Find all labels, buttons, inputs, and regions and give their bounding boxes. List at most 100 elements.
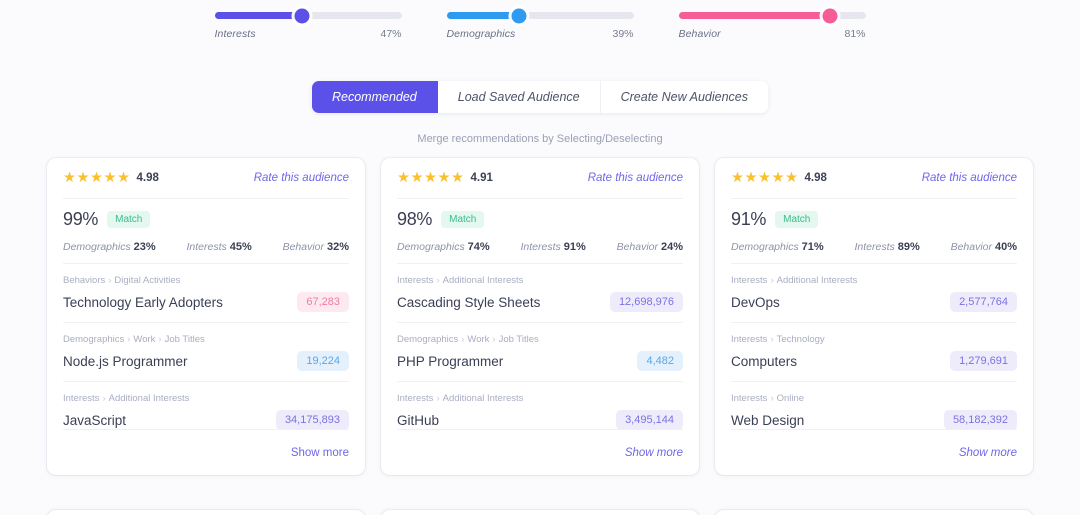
tab-load-saved-audience[interactable]: Load Saved Audience xyxy=(437,81,601,113)
list-item[interactable]: Behaviors › Digital Activities Technology E… xyxy=(63,263,349,322)
breadcrumb-separator: › xyxy=(770,275,774,286)
tab-recommended[interactable]: Recommended xyxy=(311,81,438,113)
list-item[interactable]: Demographics › Work › Job Titles PHP Programm… xyxy=(397,322,683,381)
stat-demographics: Demographics 74% xyxy=(397,241,490,253)
stat-interests: Interests 89% xyxy=(855,241,920,253)
card-footer: Show more xyxy=(63,429,349,475)
breadcrumb-separator: › xyxy=(492,334,496,345)
stat-label: Interests xyxy=(854,241,895,253)
tab-create-new-audiences[interactable]: Create New Audiences xyxy=(600,81,768,113)
show-more-button[interactable]: Show more xyxy=(958,446,1017,459)
audience-card-partial[interactable] xyxy=(47,510,365,515)
audience-card[interactable]: ★★★★★ 4.98 Rate this audience 91% Match Demog… xyxy=(715,158,1033,475)
slider-interests[interactable]: Interests 47% xyxy=(214,8,402,40)
slider-thumb-interests[interactable] xyxy=(294,8,310,23)
slider-fill-interests xyxy=(214,12,303,19)
stat-label: Behavior xyxy=(950,241,993,253)
rating-value: 4.98 xyxy=(136,172,159,184)
breadcrumb-part: Interests xyxy=(731,275,768,286)
rate-audience-link[interactable]: Rate this audience xyxy=(587,172,683,184)
header-divider xyxy=(63,198,349,199)
card-footer: Show more xyxy=(397,429,683,475)
breadcrumb: Interests › Online xyxy=(731,393,1017,404)
audience-size-badge: 1,279,691 xyxy=(950,351,1017,371)
recommendation-list[interactable]: Interests › Additional Interests Cascading … xyxy=(397,263,683,429)
audience-tabs: Recommended Load Saved Audience Create New… xyxy=(311,81,768,113)
match-percent: 99% xyxy=(63,209,99,229)
breadcrumb-part: Interests xyxy=(731,334,768,345)
slider-meta-demographics: Demographics 39% xyxy=(447,28,634,40)
audience-weight-sliders: Interests 47% Demographics 39% Behavior 81% xyxy=(0,0,1080,40)
audience-card-partial[interactable] xyxy=(715,510,1033,515)
next-cards-row xyxy=(0,510,1080,515)
slider-track-behavior[interactable] xyxy=(678,8,866,23)
audience-card[interactable]: ★★★★★ 4.98 Rate this audience 99% Match Demog… xyxy=(47,158,365,475)
breadcrumb-part: Interests xyxy=(397,275,434,286)
slider-demographics[interactable]: Demographics 39% xyxy=(446,8,634,40)
match-stats: Demographics 71% Interests 89% Behavior 40… xyxy=(731,241,1017,263)
breadcrumb-part: Interests xyxy=(63,393,100,404)
breadcrumb-part: Work xyxy=(467,334,490,345)
breadcrumb-part: Interests xyxy=(731,393,768,404)
slider-track-interests[interactable] xyxy=(214,8,402,23)
breadcrumb-part: Interests xyxy=(397,393,434,404)
breadcrumb: Demographics › Work › Job Titles xyxy=(63,334,349,345)
list-item[interactable]: Interests › Technology Computers 1,279,691 xyxy=(731,322,1017,381)
stat-demographics: Demographics 23% xyxy=(63,241,156,253)
merge-hint: Merge recommendations by Selecting/Desel… xyxy=(417,133,663,145)
rating: ★★★★★ 4.98 xyxy=(731,171,827,186)
rating-value: 4.91 xyxy=(470,172,493,184)
stat-label: Interests xyxy=(186,241,227,253)
audience-size-badge: 19,224 xyxy=(297,351,349,371)
breadcrumb-separator: › xyxy=(127,334,131,345)
audience-size-badge: 67,283 xyxy=(297,292,349,312)
stat-behavior: Behavior 40% xyxy=(951,241,1017,253)
list-item-label: Computers xyxy=(731,353,798,369)
list-item[interactable]: Interests › Additional Interests JavaScript… xyxy=(63,381,349,429)
slider-thumb-demographics[interactable] xyxy=(511,8,527,23)
breadcrumb-separator: › xyxy=(770,334,774,345)
match-percent: 98% xyxy=(397,209,433,229)
list-item-label: DevOps xyxy=(731,294,780,310)
slider-label-behavior: Behavior xyxy=(678,28,721,40)
list-item[interactable]: Interests › Additional Interests Cascading … xyxy=(397,263,683,322)
audience-size-badge: 34,175,893 xyxy=(275,410,349,429)
breadcrumb-part: Job Titles xyxy=(164,334,205,345)
show-more-button[interactable]: Show more xyxy=(290,446,349,459)
breadcrumb-part: Digital Activities xyxy=(114,275,181,286)
show-more-button[interactable]: Show more xyxy=(624,446,683,459)
recommendation-list[interactable]: Interests › Additional Interests DevOps 2,57… xyxy=(731,263,1017,429)
stat-label: Demographics xyxy=(63,241,131,253)
list-item-label: Node.js Programmer xyxy=(63,353,188,369)
audience-card-partial[interactable] xyxy=(381,510,699,515)
stat-value: 71% xyxy=(801,241,824,253)
slider-behavior[interactable]: Behavior 81% xyxy=(678,8,866,40)
breadcrumb: Behaviors › Digital Activities xyxy=(63,275,349,286)
list-item-label: Technology Early Adopters xyxy=(63,294,223,310)
list-item[interactable]: Interests › Online Web Design 58,182,392 xyxy=(731,381,1017,429)
list-item[interactable]: Interests › Additional Interests GitHub 3,49… xyxy=(397,381,683,429)
list-item-row: JavaScript 34,175,893 xyxy=(63,410,349,429)
breadcrumb-separator: › xyxy=(770,393,774,404)
list-item[interactable]: Interests › Additional Interests DevOps 2,57… xyxy=(731,263,1017,322)
list-item-label: Cascading Style Sheets xyxy=(397,294,541,310)
stat-interests: Interests 45% xyxy=(187,241,252,253)
slider-track-demographics[interactable] xyxy=(446,8,634,23)
list-item-label: GitHub xyxy=(397,412,440,428)
rate-audience-link[interactable]: Rate this audience xyxy=(921,172,1017,184)
card-footer: Show more xyxy=(731,429,1017,475)
list-item[interactable]: Demographics › Work › Job Titles Node.js Prog… xyxy=(63,322,349,381)
breadcrumb: Interests › Additional Interests xyxy=(397,275,683,286)
audience-card[interactable]: ★★★★★ 4.91 Rate this audience 98% Match Demog… xyxy=(381,158,699,475)
rate-audience-link[interactable]: Rate this audience xyxy=(253,172,349,184)
stat-value: 45% xyxy=(229,241,252,253)
list-item-row: DevOps 2,577,764 xyxy=(731,292,1017,312)
breadcrumb-part: Job Titles xyxy=(498,334,539,345)
match-line: 91% Match xyxy=(731,209,1017,230)
slider-fill-demographics xyxy=(446,12,520,19)
slider-thumb-behavior[interactable] xyxy=(822,8,838,23)
audience-size-badge: 58,182,392 xyxy=(943,410,1017,429)
recommendation-list[interactable]: Behaviors › Digital Activities Technology E… xyxy=(63,263,349,429)
header-divider xyxy=(397,198,683,199)
match-badge: Match xyxy=(107,211,151,228)
